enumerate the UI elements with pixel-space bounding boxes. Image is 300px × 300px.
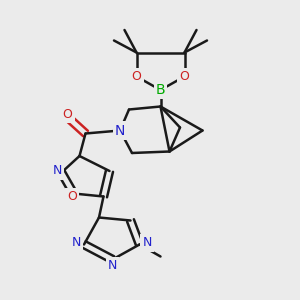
Text: O: O: [67, 190, 77, 203]
Text: O: O: [63, 107, 72, 121]
Text: B: B: [156, 83, 165, 97]
Text: N: N: [108, 259, 117, 272]
Text: N: N: [72, 236, 81, 250]
Text: N: N: [115, 124, 125, 137]
Text: O: O: [180, 70, 189, 83]
Text: N: N: [142, 236, 152, 250]
Text: N: N: [52, 164, 62, 178]
Text: O: O: [132, 70, 141, 83]
